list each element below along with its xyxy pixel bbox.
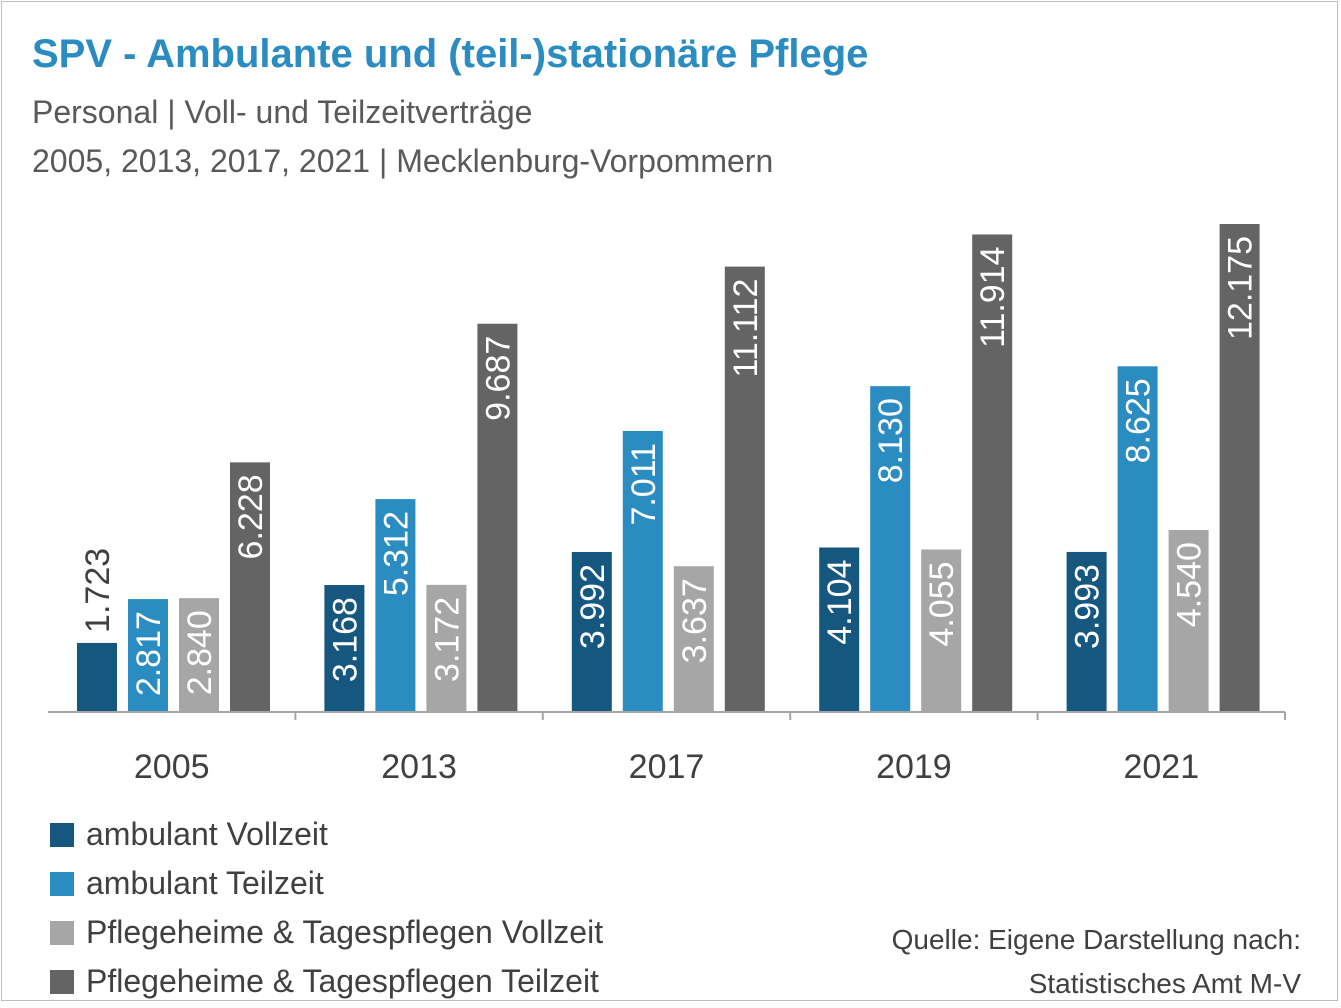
bar-2005-series-2 bbox=[179, 598, 219, 712]
legend-swatch bbox=[50, 921, 74, 945]
data-label-2005-series-2: 2.840 bbox=[181, 610, 219, 695]
bar-2005-series-1 bbox=[128, 599, 168, 712]
bar-2021-series-1 bbox=[1117, 366, 1158, 712]
bar-2019-series-0 bbox=[819, 547, 860, 712]
legend-label: Pflegeheime & Tagespflegen Teilzeit bbox=[86, 963, 599, 999]
data-label-2021-series-3: 12.175 bbox=[1222, 236, 1260, 340]
bar-2019-series-1 bbox=[870, 386, 911, 712]
bar-2021-series-2 bbox=[1168, 530, 1209, 712]
bar-2005-series-3 bbox=[230, 462, 270, 712]
data-label-2005-series-0: 1.723 bbox=[79, 548, 117, 633]
data-label-2017-series-0: 3.992 bbox=[574, 564, 612, 649]
data-label-2019-series-3: 11.914 bbox=[974, 246, 1012, 347]
data-label-2013-series-1: 5.312 bbox=[377, 511, 415, 596]
chart-title: SPV - Ambulante und (teil-)stationäre Pf… bbox=[32, 32, 869, 76]
source-line-2: Statistisches Amt M-V bbox=[1028, 968, 1301, 999]
chart-subtitle-1: Personal | Voll- und Teilzeitverträge bbox=[32, 94, 533, 130]
x-tick-label-2005: 2005 bbox=[134, 748, 210, 786]
bar-2013-series-2 bbox=[426, 584, 467, 712]
data-label-2013-series-3: 9.687 bbox=[479, 336, 517, 421]
source-note: Quelle: Eigene Darstellung nach: Statist… bbox=[892, 918, 1301, 1006]
x-tick-label-2013: 2013 bbox=[381, 748, 457, 786]
data-label-2017-series-2: 3.637 bbox=[676, 578, 714, 663]
data-label-2005-series-1: 2.817 bbox=[130, 611, 168, 696]
data-label-2021-series-0: 3.993 bbox=[1069, 564, 1107, 649]
bar-2013-series-1 bbox=[375, 499, 416, 712]
bar-2017-series-1 bbox=[622, 430, 663, 712]
data-label-2013-series-0: 3.168 bbox=[326, 597, 364, 682]
bar-2021-series-0 bbox=[1066, 551, 1107, 712]
legend-swatch bbox=[50, 823, 74, 847]
data-label-2017-series-1: 7.011 bbox=[625, 443, 663, 526]
legend-label: ambulant Teilzeit bbox=[86, 865, 324, 901]
x-tick-label-2021: 2021 bbox=[1123, 748, 1199, 786]
data-label-2013-series-2: 3.172 bbox=[428, 597, 466, 682]
legend-swatch bbox=[50, 872, 74, 896]
bar-2019-series-3 bbox=[972, 234, 1013, 713]
data-label-2019-series-2: 4.055 bbox=[923, 561, 961, 646]
data-label-2021-series-1: 8.625 bbox=[1120, 378, 1158, 463]
x-tick-label-2019: 2019 bbox=[876, 748, 952, 786]
bar-2013-series-3 bbox=[477, 323, 518, 712]
bar-2017-series-2 bbox=[673, 566, 714, 712]
legend-label: Pflegeheime & Tagespflegen Vollzeit bbox=[86, 914, 604, 950]
bar-2017-series-0 bbox=[571, 551, 612, 712]
x-tick-label-2017: 2017 bbox=[629, 748, 705, 786]
data-label-2019-series-0: 4.104 bbox=[821, 560, 859, 645]
legend-label: ambulant Vollzeit bbox=[86, 816, 328, 852]
bar-2013-series-0 bbox=[324, 585, 365, 712]
bar-2019-series-2 bbox=[921, 549, 962, 712]
bar-2005-series-0 bbox=[77, 642, 117, 712]
bar-2017-series-3 bbox=[724, 266, 765, 712]
data-label-2005-series-3: 6.228 bbox=[232, 474, 270, 559]
data-label-2019-series-1: 8.130 bbox=[872, 398, 910, 483]
data-label-2021-series-2: 4.540 bbox=[1171, 542, 1209, 627]
chart-subtitle-2: 2005, 2013, 2017, 2021 | Mecklenburg-Vor… bbox=[32, 143, 774, 179]
source-line-1: Quelle: Eigene Darstellung nach: bbox=[891, 924, 1301, 955]
data-label-2017-series-3: 11.112 bbox=[727, 279, 765, 378]
bar-2021-series-3 bbox=[1219, 224, 1260, 712]
legend-swatch bbox=[50, 970, 74, 994]
